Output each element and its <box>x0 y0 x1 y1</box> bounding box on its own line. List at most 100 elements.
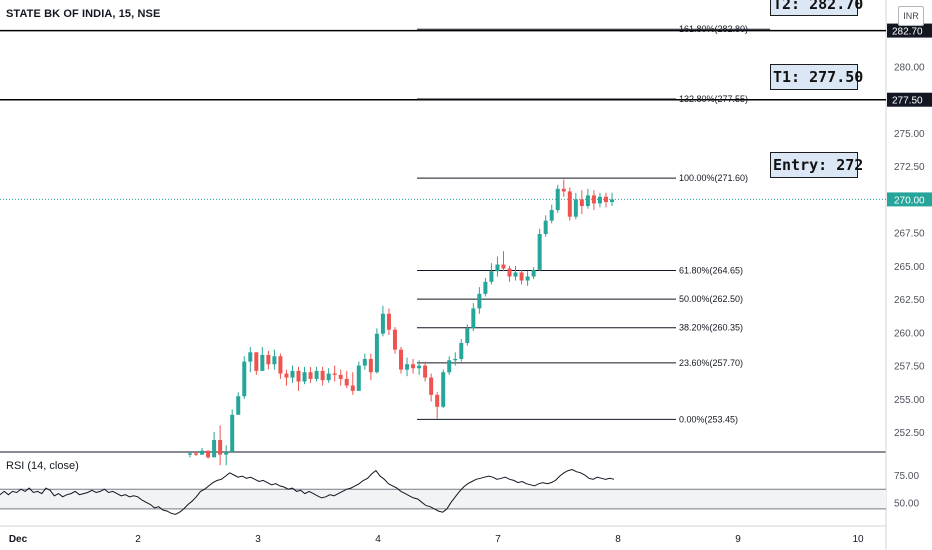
candle-body <box>465 328 470 343</box>
y-tick-label: 252.50 <box>894 428 925 439</box>
candle-body <box>218 440 223 455</box>
fib-level-label: 161.80%(282.80) <box>679 24 748 34</box>
candle-body <box>561 188 566 192</box>
candle-body <box>471 308 476 329</box>
y-tick-label: 272.50 <box>894 162 925 173</box>
candle-body <box>610 199 614 203</box>
candle-body <box>507 268 512 277</box>
candle-body <box>423 365 428 378</box>
candle-body <box>585 195 590 207</box>
candle-body <box>230 414 235 452</box>
candle-body <box>477 293 482 309</box>
x-tick-label: 10 <box>852 534 864 545</box>
t1-callout: T1: 277.50 <box>770 64 863 90</box>
candle-body <box>224 452 229 455</box>
y-tick-label: 262.50 <box>894 295 925 306</box>
candle-body <box>266 354 271 365</box>
x-tick-label: 3 <box>255 534 261 545</box>
rsi-y-tick-label: 50.00 <box>894 498 919 509</box>
candle-body <box>386 313 391 330</box>
candle-body <box>320 370 325 381</box>
candle-body <box>212 440 217 458</box>
candle-body <box>567 191 572 217</box>
candle-body <box>206 450 211 458</box>
candle-body <box>356 365 361 391</box>
x-tick-label: 2 <box>135 534 141 545</box>
candle-body <box>489 271 494 282</box>
candle-body <box>272 356 277 365</box>
t2-callout: T2: 282.70 <box>770 0 863 16</box>
candle-body <box>405 364 410 370</box>
rsi-title: RSI (14, close) <box>6 460 79 472</box>
rsi-band <box>0 489 886 509</box>
candle-body <box>254 352 259 371</box>
candle-body <box>188 453 192 455</box>
candle-body <box>392 329 397 350</box>
y-tick-label: 265.00 <box>894 262 925 273</box>
candle-body <box>338 374 343 379</box>
candle-body <box>453 358 458 361</box>
last-price-label-bg <box>887 192 932 207</box>
y-tick-label: 275.00 <box>894 129 925 140</box>
fib-level-label: 38.20%(260.35) <box>679 323 743 333</box>
last-price-label: 270.00 <box>894 195 925 206</box>
target-price-label-bg <box>887 23 932 38</box>
candle-body <box>290 370 295 378</box>
candle-body <box>441 372 446 407</box>
candle-body <box>537 233 542 270</box>
candle-body <box>519 272 524 281</box>
y-tick-label: 267.50 <box>894 229 925 240</box>
x-tick-label: 8 <box>615 534 621 545</box>
candle-body <box>531 269 536 277</box>
candle-body <box>344 378 349 386</box>
entry-callout: Entry: 272 <box>770 152 863 178</box>
rsi-y-tick-label: 75.00 <box>894 471 919 482</box>
candle-body <box>308 372 313 379</box>
candle-body <box>350 385 355 391</box>
candle-body <box>483 281 488 294</box>
fib-level-label: 132.80%(277.55) <box>679 94 748 104</box>
candle-body <box>447 360 452 373</box>
candle-body <box>260 354 265 371</box>
candle-body <box>374 333 379 373</box>
candle-body <box>591 195 596 204</box>
candle-body <box>302 372 307 382</box>
candle-body <box>194 453 199 455</box>
candle-body <box>314 370 319 379</box>
fib-level-label: 61.80%(264.65) <box>679 266 743 276</box>
candle-body <box>555 188 560 211</box>
x-tick-label: Dec <box>9 534 28 545</box>
x-tick-label: 4 <box>375 534 381 545</box>
candle-body <box>380 313 385 334</box>
candle-body <box>603 196 608 203</box>
candle-body <box>459 342 464 359</box>
candle-body <box>579 199 584 207</box>
candle-body <box>501 264 506 269</box>
fib-level-label: 0.00%(253.45) <box>679 414 738 424</box>
fib-level-label: 23.60%(257.70) <box>679 358 743 368</box>
y-tick-label: 257.50 <box>894 362 925 373</box>
fib-level-label: 100.00%(271.60) <box>679 173 748 183</box>
y-tick-label: 260.00 <box>894 328 925 339</box>
candle-body <box>417 365 422 369</box>
candle-body <box>296 370 301 382</box>
y-tick-label: 280.00 <box>894 62 925 73</box>
candle-body <box>278 356 283 374</box>
target-price-label: 282.70 <box>892 27 923 38</box>
target-price-label: 277.50 <box>892 96 923 107</box>
candle-body <box>429 377 434 395</box>
candle-body <box>411 364 416 369</box>
candle-body <box>242 361 247 397</box>
candle-body <box>236 396 241 415</box>
candle-body <box>362 358 367 366</box>
candle-body <box>200 450 205 455</box>
currency-badge[interactable]: INR <box>898 6 924 26</box>
candle-body <box>573 199 578 217</box>
fib-level-label: 50.00%(262.50) <box>679 294 743 304</box>
candle-body <box>284 373 289 378</box>
x-tick-label: 9 <box>735 534 741 545</box>
candle-body <box>399 349 403 370</box>
candle-body <box>435 394 440 407</box>
x-tick-label: 7 <box>495 534 501 545</box>
